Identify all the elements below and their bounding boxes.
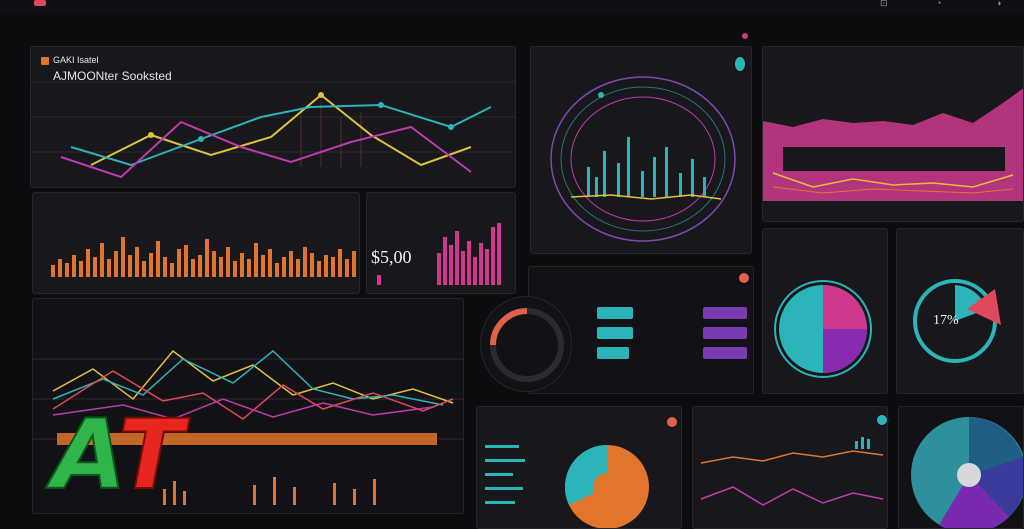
- bell-icon[interactable]: ◔: [936, 0, 942, 8]
- decorative-bar: [107, 259, 111, 277]
- decorative-bar: [191, 259, 195, 277]
- decorative-bar: [352, 251, 356, 277]
- status-dot: [739, 273, 749, 283]
- status-dot: [877, 415, 887, 425]
- status-dot: [742, 33, 748, 39]
- decorative-bar: [233, 261, 237, 277]
- decorative-bar: [93, 257, 97, 277]
- decorative-bar: [170, 263, 174, 277]
- stat-bar: [703, 307, 747, 319]
- decorative-bar: [212, 251, 216, 277]
- big-pie-panel: [898, 406, 1024, 529]
- wave-line-chart: [33, 349, 463, 505]
- donut-chart: [485, 444, 649, 528]
- decorative-bar: [156, 241, 160, 277]
- decorative-bar: [310, 253, 314, 277]
- decorative-bar: [338, 249, 342, 277]
- panel-title: GAKI Isatel: [53, 55, 99, 65]
- magenta-bars-panel: $5,00: [366, 192, 516, 294]
- small-lines-panel: [692, 406, 888, 529]
- decorative-bar: [289, 251, 293, 277]
- stats-ring: [480, 296, 572, 392]
- decorative-bar: [331, 257, 335, 277]
- circle-chart: [550, 76, 736, 242]
- decorative-bar: [51, 265, 55, 277]
- decorative-bar: [317, 261, 321, 277]
- status-dot: [667, 417, 677, 427]
- chart-icon: [41, 57, 49, 65]
- decorative-bar: [72, 255, 76, 277]
- watermark-logo-t: T: [117, 399, 184, 511]
- stat-bar: [597, 327, 633, 339]
- decorative-bar: [345, 259, 349, 277]
- decorative-bar: [100, 243, 104, 277]
- pink-area-chart: [763, 88, 1023, 201]
- decorative-bar: [261, 255, 265, 277]
- stat-bar: [597, 307, 633, 319]
- metric-value: $5,00: [371, 247, 412, 267]
- decorative-bar: [135, 247, 139, 277]
- panel-subtitle: AJMOONter Sooksted: [53, 69, 172, 83]
- logo-icon: [34, 0, 46, 6]
- decorative-bar: [184, 245, 188, 277]
- decorative-bar: [282, 257, 286, 277]
- pie-chart: [774, 280, 872, 378]
- decorative-bar: [247, 259, 251, 277]
- decorative-bar: [114, 251, 118, 277]
- decorative-bar: [149, 253, 153, 277]
- decorative-bar: [163, 257, 167, 277]
- magenta-bar-chart: [377, 223, 501, 285]
- teal-ring-chart: [913, 279, 1001, 363]
- pie-panel: [762, 228, 888, 394]
- line-overview-chart: [31, 81, 515, 179]
- stat-bar: [703, 327, 747, 339]
- decorative-bar: [240, 253, 244, 277]
- decorative-bar: [268, 249, 272, 277]
- decorative-bar: [254, 243, 258, 277]
- orange-bars-panel: [32, 192, 360, 294]
- decorative-bar: [65, 263, 69, 277]
- decorative-bar: [275, 263, 279, 277]
- donut-panel: [476, 406, 682, 529]
- decorative-bar: [296, 259, 300, 277]
- ring-value: 17%: [933, 313, 959, 328]
- decorative-bar: [219, 257, 223, 277]
- decorative-bar: [128, 255, 132, 277]
- decorative-bar: [205, 239, 209, 277]
- decorative-bar: [86, 249, 90, 277]
- orange-bar-chart: [51, 237, 356, 277]
- decorative-bar: [324, 255, 328, 277]
- pink-area-panel: [762, 46, 1024, 222]
- decorative-bar: [226, 247, 230, 277]
- decorative-bar: [177, 249, 181, 277]
- decorative-bar: [303, 247, 307, 277]
- stat-bar: [597, 347, 629, 359]
- teal-ring-panel: 17%: [896, 228, 1024, 394]
- decorative-bar: [58, 259, 62, 277]
- wave-lines-panel: [32, 298, 464, 514]
- decorative-bar: [142, 261, 146, 277]
- decorative-bar: [198, 255, 202, 277]
- line-overview-panel: GAKI Isatel AJMOONter Sooksted: [30, 46, 516, 188]
- user-icon[interactable]: ◑: [996, 0, 1002, 8]
- small-line-chart: [700, 437, 884, 506]
- watermark-logo-a: A: [51, 399, 127, 511]
- status-indicator: [735, 57, 745, 71]
- big-pie-chart: [911, 417, 1023, 528]
- decorative-bar: [121, 237, 125, 277]
- stat-bar: [703, 347, 747, 359]
- decorative-bar: [79, 261, 83, 277]
- top-bar: ⊡ ◔ ◑: [0, 0, 1024, 14]
- circle-chart-panel: [530, 46, 752, 254]
- grid-icon[interactable]: ⊡: [880, 0, 888, 8]
